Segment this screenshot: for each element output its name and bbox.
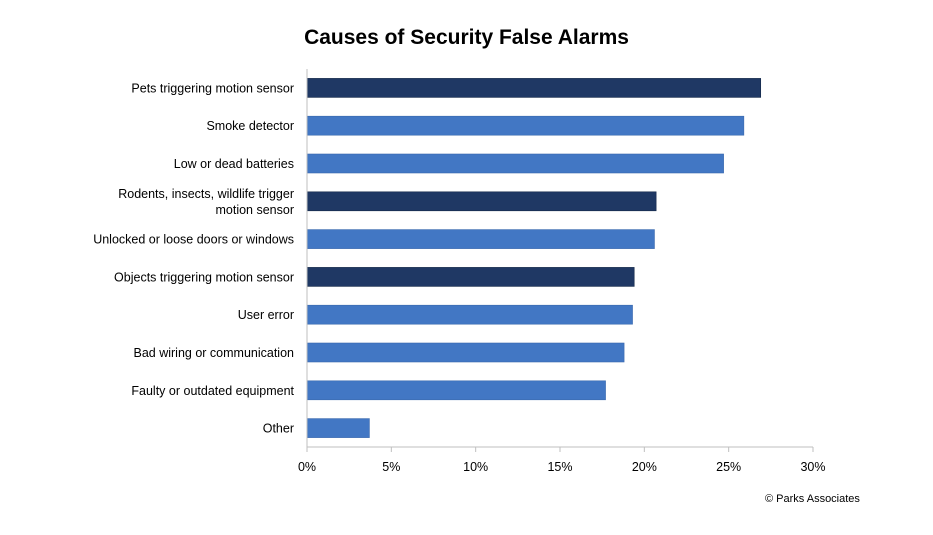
category-label: Rodents, insects, wildlife trigger	[118, 187, 294, 201]
category-label: Objects triggering motion sensor	[114, 270, 294, 284]
bar	[306, 229, 655, 249]
bar	[306, 342, 625, 363]
bar	[306, 304, 633, 325]
category-label: Pets triggering motion sensor	[131, 81, 294, 95]
category-label: Smoke detector	[206, 119, 294, 133]
x-tick-label: 30%	[800, 460, 825, 474]
category-label: Other	[263, 422, 294, 436]
category-label: motion sensor	[215, 203, 294, 217]
category-label: Bad wiring or communication	[134, 346, 295, 360]
bar	[306, 191, 657, 212]
x-tick-label: 10%	[463, 460, 488, 474]
x-tick-label: 20%	[632, 460, 657, 474]
copyright-credit: © Parks Associates	[765, 493, 860, 505]
bar	[306, 153, 724, 174]
bar	[306, 267, 635, 287]
x-tick-label: 15%	[547, 460, 572, 474]
category-label: Low or dead batteries	[174, 157, 294, 171]
category-label: User error	[238, 308, 294, 322]
bar	[306, 380, 606, 401]
bar	[306, 78, 762, 98]
x-tick-label: 25%	[716, 460, 741, 474]
category-label: Faulty or outdated equipment	[131, 384, 294, 398]
bar	[306, 418, 370, 438]
x-tick-label: 0%	[298, 460, 316, 474]
x-tick-label: 5%	[382, 460, 400, 474]
bar	[306, 115, 745, 136]
chart-title: Causes of Security False Alarms	[304, 26, 629, 49]
category-label: Unlocked or loose doors or windows	[93, 233, 294, 247]
